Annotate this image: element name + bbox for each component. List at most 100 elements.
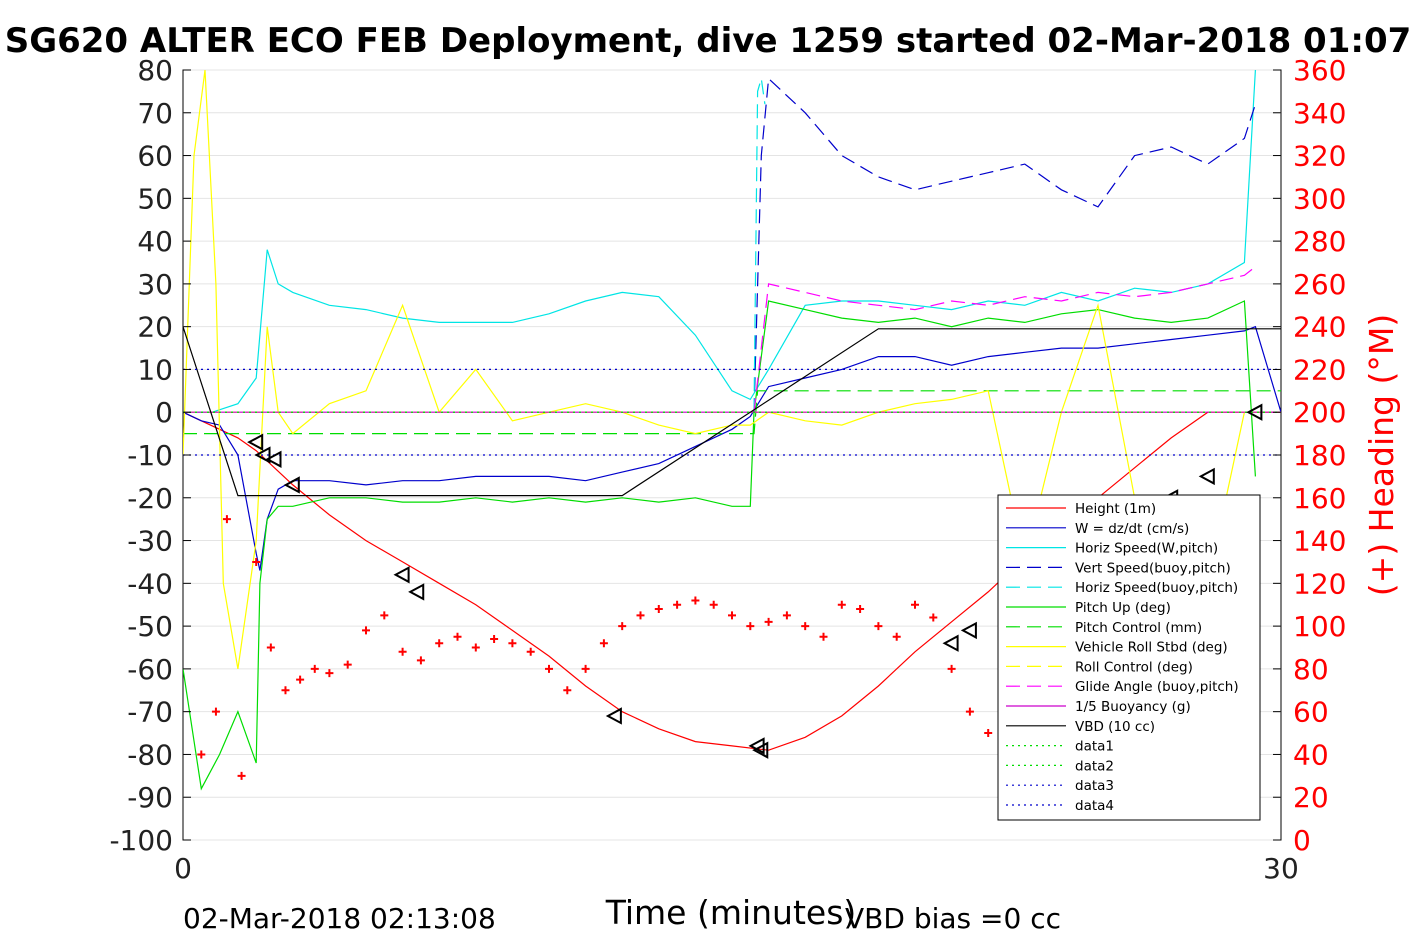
series-line: [183, 325, 1281, 571]
y-right-tick-label: 40: [1293, 738, 1329, 771]
y-axis-right-label: (+) Heading (°M): [1362, 314, 1401, 596]
heading-point: [581, 664, 590, 673]
y-right-tick-label: 180: [1293, 439, 1346, 472]
series-line: [753, 78, 766, 413]
heading-point: [965, 707, 974, 716]
dive-marker: [960, 621, 977, 640]
y-right-tick-label: 260: [1293, 268, 1346, 301]
heading-point: [691, 596, 700, 605]
y-tick-label: -50: [127, 610, 173, 643]
legend-label: 1/5 Buoyancy (g): [1075, 699, 1191, 715]
heading-point: [801, 622, 810, 631]
y-right-tick-label: 100: [1293, 610, 1346, 643]
heading-point: [545, 664, 553, 673]
y-right-tick-label: 60: [1293, 696, 1329, 729]
y-axis-right: 3603403203002802602402202001801601401201…: [1273, 54, 1346, 857]
heading-point: [398, 647, 407, 656]
y-tick-label: -10: [127, 439, 173, 472]
y-right-tick-label: 160: [1293, 482, 1346, 515]
heading-point: [599, 639, 608, 648]
y-tick-label: 50: [137, 182, 173, 215]
heading-point: [709, 600, 718, 609]
y-right-tick-label: 320: [1293, 140, 1346, 173]
heading-point: [490, 634, 499, 643]
series-line: [753, 266, 1256, 413]
heading-point: [856, 605, 865, 613]
y-tick-label: 40: [137, 225, 173, 258]
series-line: [183, 300, 1256, 791]
legend-label: Vehicle Roll Stbd (deg): [1075, 640, 1228, 656]
heading-point: [746, 622, 755, 631]
y-tick-label: 60: [137, 140, 173, 173]
dive-marker: [393, 566, 410, 584]
y-tick-label: 80: [137, 54, 173, 87]
heading-point: [526, 647, 535, 656]
y-tick-label: -70: [127, 696, 173, 729]
y-right-tick-label: 300: [1293, 182, 1346, 215]
heading-point: [892, 632, 901, 641]
heading-point: [471, 643, 480, 652]
legend-label: Pitch Control (mm): [1075, 620, 1202, 636]
x-tick-label: 30: [1263, 852, 1299, 885]
heading-point: [296, 675, 305, 684]
legend-label: data4: [1075, 798, 1114, 814]
heading-point: [266, 643, 275, 652]
y-right-tick-label: 220: [1293, 353, 1346, 386]
y-tick-label: -40: [127, 567, 173, 600]
heading-point: [874, 622, 883, 631]
legend-label: Vert Speed(buoy,pitch): [1075, 560, 1231, 576]
y-tick-label: -20: [127, 482, 173, 515]
legend-label: Horiz Speed(W,pitch): [1075, 541, 1218, 557]
heading-point: [654, 605, 663, 613]
y-tick-label: 70: [137, 97, 173, 130]
footer-vbd-bias: VBD bias =0 cc: [845, 902, 1061, 935]
legend-label: VBD (10 cc): [1075, 719, 1155, 735]
heading-point: [252, 557, 261, 566]
heading-point: [197, 750, 206, 759]
series-line: [183, 390, 1281, 435]
dive-marker: [605, 707, 622, 725]
legend-box: [997, 494, 1261, 821]
y-right-tick-label: 0: [1293, 824, 1311, 857]
heading-point: [782, 611, 791, 620]
y-right-tick-label: 120: [1293, 567, 1346, 600]
heading-point: [837, 600, 846, 609]
dive-marker: [265, 450, 282, 468]
y-right-tick-label: 340: [1293, 97, 1346, 130]
chart-title: SG620 ALTER ECO FEB Deployment, dive 125…: [5, 21, 1412, 61]
y-right-tick-label: 80: [1293, 653, 1329, 686]
footer-timestamp: 02-Mar-2018 02:13:08: [183, 902, 496, 935]
heading-point: [563, 686, 572, 695]
y-tick-label: 30: [137, 268, 173, 301]
legend-label: Roll Control (deg): [1075, 659, 1193, 675]
heading-point: [764, 617, 773, 626]
x-axis-label: Time (minutes): [605, 893, 857, 932]
heading-point: [453, 632, 462, 641]
dive-marker: [254, 446, 271, 464]
series-layer: [183, 70, 1281, 791]
dive-marker: [283, 476, 300, 494]
dive-marker: [408, 583, 425, 601]
y-right-tick-label: 20: [1293, 781, 1329, 814]
y-axis-left: 80 70 60 50 40 30 20 10 0 -10 -20 -30 -40 -50 -60 -70 -8…: [109, 54, 191, 857]
legend-label: Glide Angle (buoy,pitch): [1075, 679, 1239, 695]
heading-point: [947, 664, 956, 673]
legend-label: Pitch Up (deg): [1075, 600, 1171, 616]
heading-point: [310, 664, 319, 673]
x-tick-label: 0: [174, 852, 192, 885]
dive-marker: [247, 433, 264, 451]
heading-point: [325, 669, 334, 678]
series-line: [183, 326, 1281, 497]
heading-point: [222, 515, 231, 524]
heading-point: [435, 639, 444, 648]
y-right-tick-label: 200: [1293, 396, 1346, 429]
x-axis: 0 30: [174, 852, 1299, 885]
heading-point: [211, 707, 220, 716]
legend-label: data3: [1075, 778, 1114, 794]
y-tick-label: -30: [127, 525, 173, 558]
y-tick-label: 10: [137, 353, 173, 386]
heading-point: [237, 771, 246, 780]
heading-point: [636, 611, 645, 620]
legend-label: Height (1m): [1075, 501, 1156, 517]
legend-label: Horiz Speed(buoy,pitch): [1075, 580, 1238, 596]
